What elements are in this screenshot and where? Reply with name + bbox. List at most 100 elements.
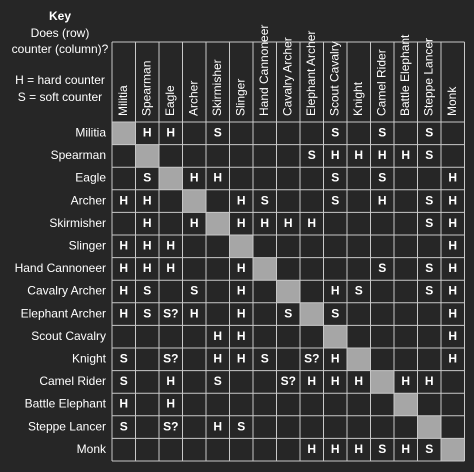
- row-header: Battle Elephant: [25, 397, 107, 411]
- cell-value: H: [307, 374, 316, 388]
- cell-value: S: [331, 125, 339, 139]
- cell-value: S: [261, 351, 269, 365]
- column-header: Elephant Archer: [304, 31, 318, 116]
- cell-value: H: [166, 125, 175, 139]
- row-header: Hand Cannoneer: [15, 261, 106, 275]
- diagonal-cell: [159, 167, 183, 190]
- diagonal-cell: [229, 235, 253, 258]
- cell-value: S: [378, 171, 386, 185]
- cell-value: S: [355, 284, 363, 298]
- cell-value: S?: [281, 374, 296, 388]
- row-header: Scout Cavalry: [31, 329, 106, 343]
- cell-value: H: [331, 351, 340, 365]
- column-header: Battle Elephant: [398, 34, 412, 116]
- cell-value: S?: [304, 351, 319, 365]
- diagonal-cell: [394, 393, 418, 416]
- column-header: Militia: [116, 85, 130, 116]
- key-legend: S = soft counter: [18, 90, 102, 104]
- column-header: Eagle: [163, 85, 177, 116]
- cell-value: H: [448, 284, 457, 298]
- cell-value: S: [425, 284, 433, 298]
- diagonal-cell: [347, 348, 371, 371]
- cell-value: H: [119, 306, 128, 320]
- cell-value: H: [307, 216, 316, 230]
- cell-value: H: [119, 261, 128, 275]
- cell-value: S: [425, 261, 433, 275]
- cell-value: H: [378, 148, 387, 162]
- row-header: Knight: [72, 351, 107, 365]
- cell-value: S: [214, 374, 222, 388]
- column-header: Archer: [186, 81, 200, 116]
- diagonal-cell: [441, 438, 465, 461]
- column-header: Slinger: [233, 79, 247, 116]
- diagonal-cell: [112, 122, 136, 145]
- cell-value: H: [401, 374, 410, 388]
- row-header: Eagle: [75, 171, 106, 185]
- key-legend: H = hard counter: [15, 73, 105, 87]
- cell-value: H: [448, 193, 457, 207]
- row-header: Militia: [75, 125, 106, 139]
- cell-value: S: [120, 374, 128, 388]
- cell-value: S: [331, 306, 339, 320]
- column-header: Monk: [445, 86, 459, 116]
- column-header: Cavalry Archer: [280, 37, 294, 116]
- cell-value: H: [284, 216, 293, 230]
- cell-value: H: [354, 148, 363, 162]
- column-header: Spearman: [139, 61, 153, 116]
- cell-value: H: [354, 374, 363, 388]
- cell-value: S: [120, 351, 128, 365]
- cell-value: S: [425, 148, 433, 162]
- cell-value: H: [213, 351, 222, 365]
- cell-value: H: [119, 193, 128, 207]
- diagonal-cell: [135, 144, 159, 168]
- cell-value: S: [261, 193, 269, 207]
- cell-value: H: [331, 148, 340, 162]
- key-title: Key: [49, 9, 71, 23]
- cell-value: H: [143, 238, 152, 252]
- cell-value: H: [401, 442, 410, 456]
- cell-value: H: [448, 306, 457, 320]
- column-header: Steppe Lancer: [421, 38, 435, 116]
- cell-value: S: [308, 148, 316, 162]
- cell-value: H: [166, 397, 175, 411]
- cell-value: S: [425, 125, 433, 139]
- cell-value: S: [425, 193, 433, 207]
- cell-value: H: [237, 284, 246, 298]
- diagonal-cell: [370, 370, 394, 394]
- cell-value: H: [143, 125, 152, 139]
- cell-value: H: [213, 419, 222, 433]
- diagonal-cell: [206, 212, 230, 235]
- cell-value: H: [119, 397, 128, 411]
- cell-value: H: [354, 442, 363, 456]
- cell-value: H: [213, 329, 222, 343]
- column-header: Camel Rider: [374, 49, 388, 116]
- cell-value: H: [237, 261, 246, 275]
- cell-value: H: [378, 193, 387, 207]
- cell-value: S: [331, 171, 339, 185]
- cell-value: S: [143, 284, 151, 298]
- cell-value: H: [448, 351, 457, 365]
- cell-value: H: [237, 351, 246, 365]
- cell-value: H: [448, 216, 457, 230]
- diagonal-cell: [323, 325, 347, 348]
- cell-value: H: [448, 329, 457, 343]
- diagonal-cell: [253, 257, 277, 281]
- row-header: Archer: [71, 193, 106, 207]
- diagonal-cell: [276, 280, 300, 303]
- cell-value: S: [425, 442, 433, 456]
- row-header: Steppe Lancer: [28, 419, 106, 433]
- cell-value: H: [237, 329, 246, 343]
- cell-value: S: [378, 261, 386, 275]
- cell-value: S: [378, 442, 386, 456]
- cell-value: S?: [163, 306, 178, 320]
- cell-value: H: [307, 442, 316, 456]
- cell-value: H: [425, 374, 434, 388]
- row-header: Monk: [77, 442, 107, 456]
- cell-value: H: [190, 216, 199, 230]
- cell-value: H: [143, 216, 152, 230]
- row-header: Slinger: [69, 238, 106, 252]
- key-question: counter (column)?: [12, 42, 109, 56]
- cell-value: S?: [163, 419, 178, 433]
- cell-value: H: [166, 238, 175, 252]
- cell-value: H: [166, 374, 175, 388]
